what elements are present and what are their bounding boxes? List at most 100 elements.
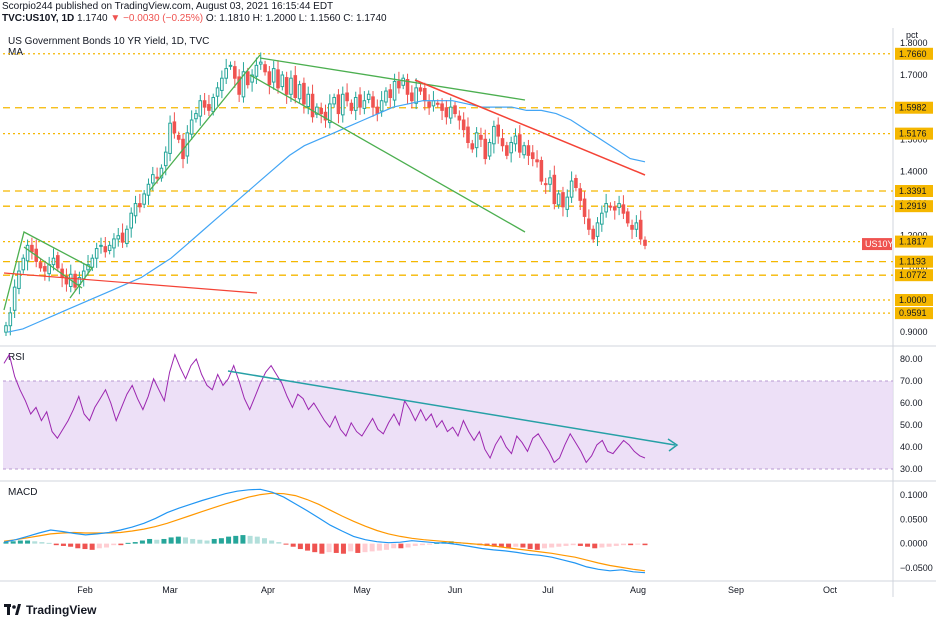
macd-histogram-bar xyxy=(261,538,267,544)
candle-body xyxy=(302,82,306,105)
macd-histogram-bar xyxy=(46,542,52,544)
candle-body xyxy=(617,203,621,208)
candle-body xyxy=(289,77,293,95)
x-tick-label: Oct xyxy=(823,585,838,595)
candle-body xyxy=(245,71,250,86)
macd-histogram-bar xyxy=(613,543,619,546)
candle-body xyxy=(638,219,643,240)
x-tick-label: Sep xyxy=(728,585,744,595)
candle-body xyxy=(565,196,570,210)
candle-body xyxy=(418,87,423,92)
level-tag-label: 0.9591 xyxy=(899,308,927,318)
candle-body xyxy=(56,255,60,269)
macd-histogram-bar xyxy=(218,538,224,544)
candle-body xyxy=(448,106,453,119)
candle-body xyxy=(228,64,233,67)
macd-histogram-bar xyxy=(570,543,576,546)
candle-body xyxy=(578,188,583,201)
macd-histogram-bar xyxy=(513,543,519,547)
rsi-trend-line xyxy=(227,370,676,446)
candle-body xyxy=(250,74,254,83)
candle-body xyxy=(172,121,177,134)
red-downtrend-line xyxy=(414,79,646,176)
macd-histogram-bar xyxy=(391,543,397,549)
publish-line: Scorpio244 published on TradingView.com,… xyxy=(2,1,334,12)
macd-histogram-bar xyxy=(10,541,16,544)
green-descending-channel xyxy=(259,57,526,101)
price-y-tick: 1.7000 xyxy=(900,70,928,80)
candle-body xyxy=(151,174,155,184)
green-descending-channel xyxy=(249,74,526,233)
ma-label: MA xyxy=(8,47,23,58)
candle-body xyxy=(215,87,220,97)
candle-body xyxy=(159,167,164,179)
candle-body xyxy=(470,143,475,150)
green-impulse-line xyxy=(149,54,261,191)
rsi-y-tick: 50.00 xyxy=(900,420,923,430)
candle-body xyxy=(21,257,26,271)
macd-histogram-bar xyxy=(226,536,232,544)
price-y-tick: 0.9000 xyxy=(900,327,928,337)
macd-histogram-bar xyxy=(635,543,641,545)
macd-y-tick: 0.0000 xyxy=(900,539,928,549)
candle-body xyxy=(600,212,604,225)
candle-body xyxy=(224,68,228,79)
macd-histogram-bar xyxy=(132,542,138,544)
macd-histogram-bar xyxy=(491,543,497,547)
candle-body xyxy=(198,100,203,117)
candle-body xyxy=(384,90,388,103)
candle-body xyxy=(582,198,587,217)
candle-body xyxy=(414,87,418,104)
macd-histogram-bar xyxy=(60,543,66,546)
candle-body xyxy=(431,100,436,107)
macd-histogram-bar xyxy=(68,543,74,547)
candle-body xyxy=(254,64,259,77)
candle-body xyxy=(358,94,362,108)
last-price: 1.1740 xyxy=(77,13,108,24)
level-tag-bg xyxy=(895,255,933,268)
macd-histogram-bar xyxy=(147,538,153,544)
macd-histogram-bar xyxy=(577,543,583,546)
candle-body xyxy=(561,192,565,208)
macd-histogram-bar xyxy=(182,537,188,544)
macd-histogram-bar xyxy=(297,543,303,550)
macd-histogram-bar xyxy=(319,543,325,554)
candle-body xyxy=(315,106,319,115)
level-tag-label: 1.5176 xyxy=(899,129,927,139)
candle-body xyxy=(461,119,466,131)
candle-body xyxy=(328,103,332,124)
candle-body xyxy=(345,92,349,102)
candle-body xyxy=(608,205,613,208)
candle-body xyxy=(397,80,401,89)
price-y-tick: 1.8000 xyxy=(900,38,928,48)
candle-body xyxy=(297,84,302,100)
candle-body xyxy=(163,151,168,167)
candle-body xyxy=(138,203,142,208)
candle-body xyxy=(405,79,410,95)
candle-body xyxy=(379,100,384,112)
candle-body xyxy=(241,71,246,98)
macd-y-tick: 0.1000 xyxy=(900,490,928,500)
candle-body xyxy=(73,273,77,288)
candle-body xyxy=(30,244,34,253)
level-tag-label: 1.1193 xyxy=(899,257,926,267)
macd-histogram-bar xyxy=(412,543,418,546)
x-tick-label: Jun xyxy=(448,585,463,595)
macd-histogram-bar xyxy=(642,543,648,546)
x-tick-label: May xyxy=(353,585,371,595)
candle-body xyxy=(500,138,505,147)
level-tag-label: 1.1817 xyxy=(899,237,927,247)
candle-body xyxy=(168,122,172,154)
candle-body xyxy=(492,125,496,145)
candle-body xyxy=(133,203,138,217)
macd-histogram-bar xyxy=(506,543,512,549)
macd-histogram-bar xyxy=(369,543,375,552)
macd-histogram-bar xyxy=(269,540,275,544)
candle-body xyxy=(306,93,311,107)
macd-histogram-bar xyxy=(96,543,102,549)
level-tag-bg xyxy=(895,269,933,282)
candle-body xyxy=(284,77,289,95)
candle-body xyxy=(340,93,345,116)
candle-body xyxy=(548,177,552,185)
